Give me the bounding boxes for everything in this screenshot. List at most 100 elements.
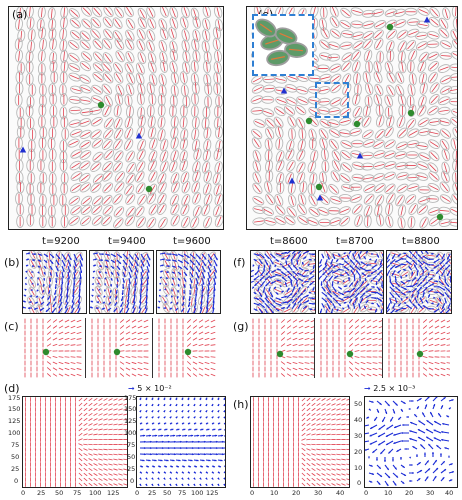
- cell-outline: [190, 216, 200, 229]
- director-line: [108, 458, 113, 461]
- velocity-arrowhead: [319, 278, 320, 280]
- cell-director: [391, 272, 399, 276]
- cell-director: [125, 259, 129, 268]
- director-line: [143, 338, 149, 340]
- cell-outline: [140, 269, 149, 279]
- cell-outline: [399, 288, 410, 297]
- cell-outline: [255, 305, 265, 313]
- velocity-arrowhead: [440, 311, 442, 313]
- cell-director: [375, 72, 381, 82]
- director-line: [125, 373, 131, 377]
- velocity-arrowhead: [215, 257, 218, 261]
- cell-outline: [170, 115, 179, 129]
- director-line: [83, 397, 88, 402]
- plus-half-defect-icon: [416, 350, 424, 358]
- cell-outline: [250, 95, 264, 105]
- cell-outline: [131, 267, 139, 278]
- director-line: [113, 468, 118, 471]
- cell-director: [418, 9, 429, 14]
- velocity-arrow: [264, 308, 268, 313]
- director-line: [360, 356, 366, 358]
- cell-director: [307, 219, 318, 224]
- cell-outline: [253, 118, 266, 128]
- velocity-arrowhead: [322, 267, 325, 271]
- cell-director: [418, 206, 427, 214]
- velocity-arrowhead: [204, 453, 206, 456]
- velocity-arrowhead: [433, 296, 436, 299]
- cell-director: [173, 73, 177, 84]
- cell-director: [302, 182, 305, 193]
- velocity-arrowhead: [27, 252, 31, 255]
- director-line: [76, 325, 82, 329]
- director-line: [428, 337, 434, 341]
- cell-director: [195, 117, 197, 128]
- cell-director: [92, 97, 102, 102]
- velocity-arrowhead: [417, 259, 420, 262]
- director-line: [131, 319, 137, 323]
- director-line: [118, 483, 123, 486]
- cell-director: [455, 160, 457, 170]
- cell-director: [183, 7, 188, 17]
- director-line: [428, 325, 434, 329]
- cell-director: [418, 23, 428, 27]
- cell-director: [194, 30, 198, 41]
- cell-director: [400, 52, 403, 62]
- velocity-arrowhead: [210, 446, 212, 450]
- velocity-arrowhead: [444, 301, 447, 304]
- director-line: [348, 337, 354, 341]
- velocity-arrowhead: [193, 471, 196, 474]
- cell-director: [411, 74, 414, 84]
- cell-director: [138, 150, 144, 160]
- director-line: [46, 331, 52, 335]
- director-line: [64, 331, 70, 335]
- cell-director: [411, 251, 417, 258]
- velocity-arrow: [319, 275, 323, 280]
- velocity-arrowhead: [65, 300, 68, 303]
- cell-outline: [89, 106, 102, 115]
- cell-director: [275, 108, 285, 115]
- velocity-arrowhead: [130, 263, 133, 266]
- director-line: [58, 367, 64, 371]
- director-line: [78, 432, 83, 437]
- velocity-arrowhead: [432, 283, 435, 286]
- cell-outline: [59, 71, 68, 85]
- velocity-arrowhead: [205, 477, 208, 480]
- velocity-arrowhead: [151, 403, 154, 407]
- velocity-arrow: [348, 251, 352, 254]
- velocity-arrowhead: [163, 252, 166, 255]
- director-line: [286, 350, 292, 352]
- velocity-arrowhead: [322, 256, 324, 259]
- velocity-arrowhead: [159, 428, 162, 431]
- velocity-arrowhead: [166, 459, 169, 462]
- cell-outline: [446, 276, 451, 287]
- velocity-arrowhead: [187, 477, 190, 480]
- inset-director: [265, 39, 279, 45]
- cell-outline: [296, 149, 306, 162]
- velocity-arrowhead: [417, 303, 420, 306]
- cell-director: [333, 160, 340, 170]
- velocity-arrowhead: [203, 270, 206, 273]
- velocity-arrowhead: [168, 446, 170, 450]
- director-line: [360, 367, 366, 371]
- velocity-arrowhead: [157, 403, 160, 407]
- velocity-arrowhead: [182, 297, 185, 300]
- velocity-arrowhead: [199, 483, 202, 486]
- cell-director: [287, 149, 293, 160]
- cell-director: [283, 308, 291, 313]
- velocity-arrowhead: [178, 272, 181, 275]
- velocity-arrowhead: [56, 268, 59, 271]
- velocity-arrowhead: [276, 279, 279, 282]
- velocity-arrowhead: [206, 306, 209, 309]
- velocity-arrowhead: [257, 303, 260, 306]
- cell-director: [441, 42, 451, 48]
- velocity-arrowhead: [304, 256, 307, 259]
- cell-director: [62, 29, 65, 40]
- velocity-arrowhead: [319, 261, 322, 264]
- director-line: [204, 373, 210, 377]
- cell-director: [94, 73, 103, 81]
- cell-director: [331, 290, 340, 295]
- velocity-arrowhead: [143, 434, 146, 437]
- cell-outline: [28, 258, 37, 269]
- velocity-arrowhead: [430, 252, 433, 255]
- cell-outline: [331, 159, 342, 172]
